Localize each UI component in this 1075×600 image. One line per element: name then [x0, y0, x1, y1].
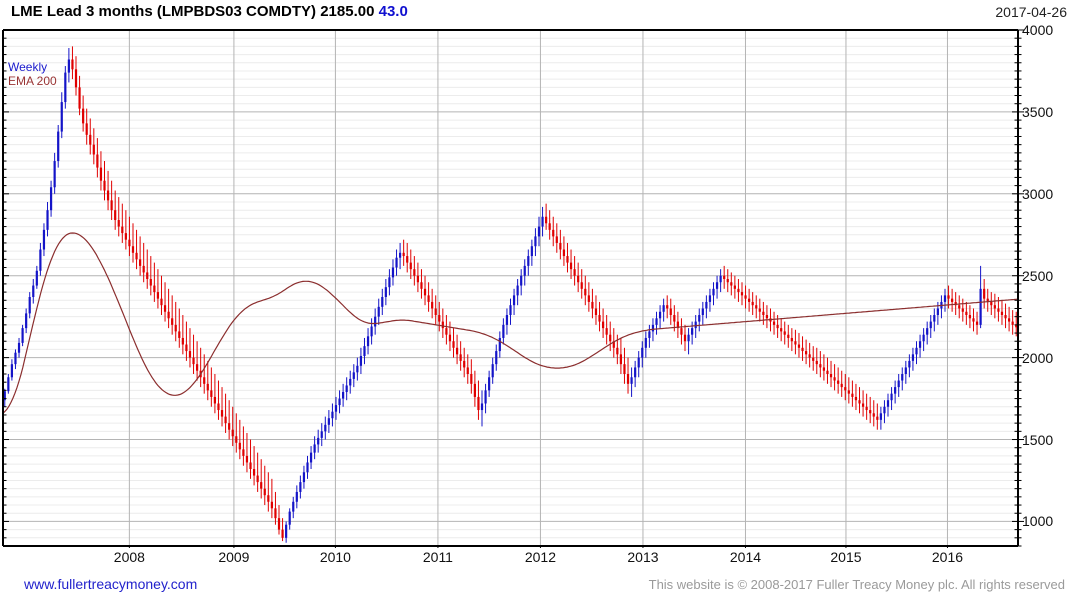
x-axis-tick-label: 2013: [627, 549, 659, 565]
y-axis-tick-label: 3000: [1022, 185, 1054, 202]
y-axis-tick-label: 2000: [1022, 349, 1054, 366]
ema-200-line: [2, 232, 1019, 414]
candlestick-series: [3, 46, 1018, 543]
x-axis-tick-label: 2012: [524, 549, 557, 565]
last-price: 2185.00: [320, 3, 375, 20]
chart-footer: www.fullertreacymoney.com This website i…: [0, 574, 1075, 600]
chart-title: LME Lead 3 months (LMPBDS03 COMDTY) 2185…: [11, 3, 408, 20]
site-url[interactable]: www.fullertreacymoney.com: [24, 576, 198, 592]
y-axis-tick-label: 1500: [1022, 431, 1054, 448]
instrument-name: LME Lead 3 months (LMPBDS03 COMDTY): [11, 3, 317, 20]
x-axis-tick-label: 2015: [830, 549, 862, 565]
y-axis-tick-label: 2500: [1022, 267, 1054, 284]
chart-plot-area: Weekly EMA 200: [0, 28, 1075, 548]
price-chart-svg: [2, 29, 1024, 548]
y-axis-tick-label: 3500: [1022, 103, 1054, 120]
x-axis-tick-label: 2009: [218, 549, 250, 565]
chart-header: LME Lead 3 months (LMPBDS03 COMDTY) 2185…: [0, 0, 1075, 26]
y-axis-labels: 1000 1500 2000 2500 3000 3500 4000: [1022, 22, 1074, 550]
x-axis-tick-label: 2011: [422, 549, 453, 565]
axis-ticks: [3, 29, 1024, 548]
x-axis-tick-label: 2008: [113, 549, 145, 565]
x-axis-tick-label: 2016: [931, 549, 964, 565]
x-axis-labels: 2008 2009 2010 2011 2012 2013 2014 2015 2016: [0, 549, 1075, 573]
price-change: 43.0: [378, 3, 408, 20]
major-gridlines: [3, 111, 1018, 522]
y-axis-tick-label: 4000: [1022, 22, 1054, 38]
year-gridlines: [128, 30, 948, 546]
x-axis-tick-label: 2014: [729, 549, 762, 565]
copyright-notice: This website is © 2008-2017 Fuller Treac…: [648, 577, 1065, 592]
y-axis-tick-label: 1000: [1022, 513, 1054, 530]
axis-lines: [2, 29, 1019, 547]
chart-date: 2017-04-26: [995, 4, 1067, 20]
x-axis-tick-label: 2010: [319, 549, 351, 565]
